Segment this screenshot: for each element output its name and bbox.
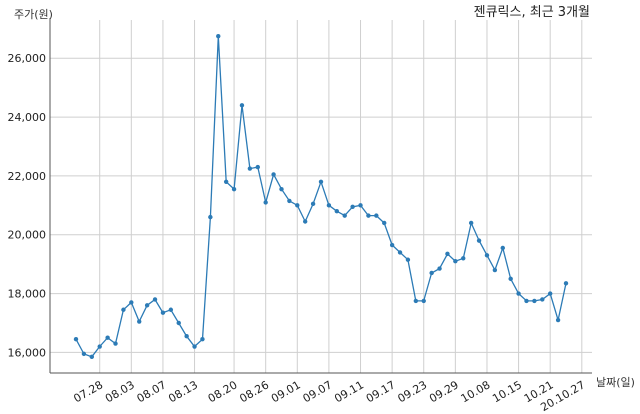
x-tick-label: 09.07 (301, 378, 335, 405)
x-tick-label: 08.07 (135, 378, 169, 405)
x-tick-label: 08.26 (237, 378, 271, 405)
data-point (445, 251, 450, 257)
data-point (302, 219, 308, 224)
data-point (129, 300, 134, 305)
data-point (231, 186, 237, 192)
chart-title: 젠큐릭스, 최근 3개월 (474, 5, 590, 20)
y-tick-labels: 16,000 18,000 20,000 22,000 24,000 26,000 (8, 52, 47, 359)
data-point (468, 220, 474, 226)
data-point (555, 317, 561, 323)
data-point (97, 344, 102, 349)
data-point (105, 335, 110, 340)
data-point (540, 297, 545, 302)
data-point (563, 281, 569, 286)
data-point (453, 259, 458, 264)
data-point (81, 351, 87, 357)
grid (50, 20, 592, 373)
data-point (144, 303, 150, 308)
data-point (342, 213, 347, 218)
data-point (295, 203, 300, 208)
data-point (382, 220, 387, 226)
data-point (168, 307, 174, 312)
data-point (421, 298, 426, 304)
x-tick-label: 07.28 (71, 378, 105, 405)
data-point (461, 256, 466, 261)
data-point (350, 204, 355, 209)
data-point (255, 164, 260, 170)
data-point (223, 179, 229, 184)
data-point (532, 298, 537, 304)
y-tick-label: 18,000 (8, 288, 47, 301)
data-point (192, 344, 197, 349)
y-tick-label: 26,000 (8, 52, 47, 65)
data-point (121, 307, 126, 312)
y-tick-label: 16,000 (8, 346, 47, 359)
series-line (75, 36, 567, 358)
data-point (508, 276, 513, 282)
data-point (397, 250, 403, 255)
x-tick-label: 08.03 (103, 378, 137, 405)
data-point (271, 172, 276, 177)
price-series (73, 33, 569, 360)
data-point (326, 203, 332, 208)
axes (49, 18, 592, 374)
data-point (263, 200, 268, 205)
data-point (176, 320, 181, 326)
x-tick-label: 10.08 (459, 378, 493, 405)
data-point (389, 242, 395, 248)
data-point (310, 201, 316, 207)
y-tick-label: 22,000 (8, 170, 47, 183)
y-tick-label: 24,000 (8, 111, 47, 124)
x-tick-label: 09.29 (427, 378, 461, 405)
data-point (279, 186, 284, 192)
data-point (152, 297, 158, 302)
data-point (516, 291, 521, 296)
y-tick-label: 20,000 (8, 229, 47, 242)
data-point (524, 298, 529, 304)
data-point (160, 310, 166, 315)
data-point (413, 298, 419, 304)
y-axis-title: 주가(원) (14, 8, 53, 21)
data-point (492, 267, 498, 273)
data-point (89, 354, 95, 360)
data-point (374, 213, 379, 218)
x-tick-label: 09.23 (395, 378, 429, 405)
x-tick-label: 09.11 (332, 378, 366, 405)
x-tick-label: 09.17 (364, 378, 398, 405)
data-point (113, 341, 118, 346)
data-point (437, 266, 442, 271)
data-point (334, 209, 340, 214)
data-point (73, 336, 79, 342)
x-tick-label: 09.01 (269, 378, 303, 405)
data-point (476, 238, 482, 243)
data-point (200, 336, 205, 342)
data-point (484, 253, 490, 258)
data-point (208, 214, 213, 220)
data-point (247, 166, 253, 171)
data-point (358, 203, 363, 208)
x-tick-label: 08.13 (166, 378, 200, 405)
data-point (216, 33, 221, 39)
data-point (429, 270, 434, 276)
data-point (405, 257, 411, 262)
data-point (500, 245, 505, 251)
x-axis-title: 날짜(일) (596, 375, 635, 389)
data-point (287, 198, 292, 204)
x-tick-label: 08.20 (206, 378, 240, 405)
data-point (184, 334, 189, 339)
data-point (366, 213, 371, 218)
data-point (318, 179, 324, 184)
x-tick-label: 10.15 (490, 378, 524, 405)
data-point (239, 103, 245, 108)
data-point (547, 291, 553, 296)
data-point (137, 319, 142, 324)
